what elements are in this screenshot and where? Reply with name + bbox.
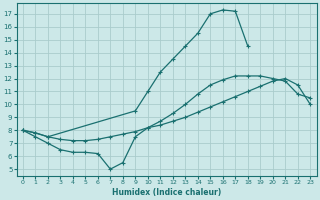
X-axis label: Humidex (Indice chaleur): Humidex (Indice chaleur): [112, 188, 221, 197]
